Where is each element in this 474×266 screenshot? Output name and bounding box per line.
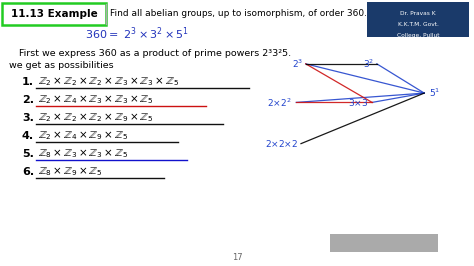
Text: College, Pullut: College, Pullut: [397, 34, 439, 39]
Text: 1.: 1.: [22, 77, 34, 87]
Text: $\mathbb{Z}_2 \times \mathbb{Z}_2 \times \mathbb{Z}_2 \times \mathbb{Z}_3 \times: $\mathbb{Z}_2 \times \mathbb{Z}_2 \times…: [38, 76, 179, 88]
Text: 3.: 3.: [22, 113, 34, 123]
Text: 17: 17: [232, 253, 242, 263]
FancyBboxPatch shape: [367, 2, 469, 36]
Text: $3{\times}3$: $3{\times}3$: [348, 97, 368, 108]
Text: 11.13 Example: 11.13 Example: [10, 9, 97, 19]
Text: $2^3$: $2^3$: [292, 58, 303, 70]
Text: 6.: 6.: [22, 167, 34, 177]
FancyBboxPatch shape: [330, 234, 438, 252]
Text: $2{\times}2^2$: $2{\times}2^2$: [267, 96, 292, 109]
Text: Dr. Pravas K: Dr. Pravas K: [400, 11, 436, 16]
Text: $2{\times}2{\times}2$: $2{\times}2{\times}2$: [265, 138, 299, 149]
Text: $\mathbb{Z}_8 \times \mathbb{Z}_3 \times \mathbb{Z}_3 \times \mathbb{Z}_5$: $\mathbb{Z}_8 \times \mathbb{Z}_3 \times…: [38, 148, 128, 160]
Text: we get as possibilities: we get as possibilities: [9, 60, 114, 69]
Text: Find all abelian groups, up to isomorphism, of order 360.: Find all abelian groups, up to isomorphi…: [110, 10, 367, 19]
Text: $3^2$: $3^2$: [363, 58, 374, 70]
Text: $\mathbb{Z}_2 \times \mathbb{Z}_4 \times \mathbb{Z}_3 \times \mathbb{Z}_3 \times: $\mathbb{Z}_2 \times \mathbb{Z}_4 \times…: [38, 94, 154, 106]
Text: $\mathbb{Z}_2 \times \mathbb{Z}_4 \times \mathbb{Z}_9 \times \mathbb{Z}_5$: $\mathbb{Z}_2 \times \mathbb{Z}_4 \times…: [38, 130, 128, 142]
Text: 2.: 2.: [22, 95, 34, 105]
Text: $\mathbb{Z}_8 \times \mathbb{Z}_9 \times \mathbb{Z}_5$: $\mathbb{Z}_8 \times \mathbb{Z}_9 \times…: [38, 166, 103, 178]
Text: K.K.T.M. Govt.: K.K.T.M. Govt.: [398, 23, 438, 27]
Text: $5^{1}$: $5^{1}$: [429, 87, 440, 99]
Text: 5.: 5.: [22, 149, 34, 159]
Text: 4.: 4.: [22, 131, 34, 141]
FancyBboxPatch shape: [1, 3, 106, 25]
Text: $\mathbb{Z}_2 \times \mathbb{Z}_2 \times \mathbb{Z}_2 \times \mathbb{Z}_9 \times: $\mathbb{Z}_2 \times \mathbb{Z}_2 \times…: [38, 112, 154, 124]
Text: First we express 360 as a product of prime powers 2³3²5.: First we express 360 as a product of pri…: [19, 49, 291, 59]
Text: $360 = \ 2^3 \times 3^2 \times 5^1$: $360 = \ 2^3 \times 3^2 \times 5^1$: [85, 26, 190, 42]
